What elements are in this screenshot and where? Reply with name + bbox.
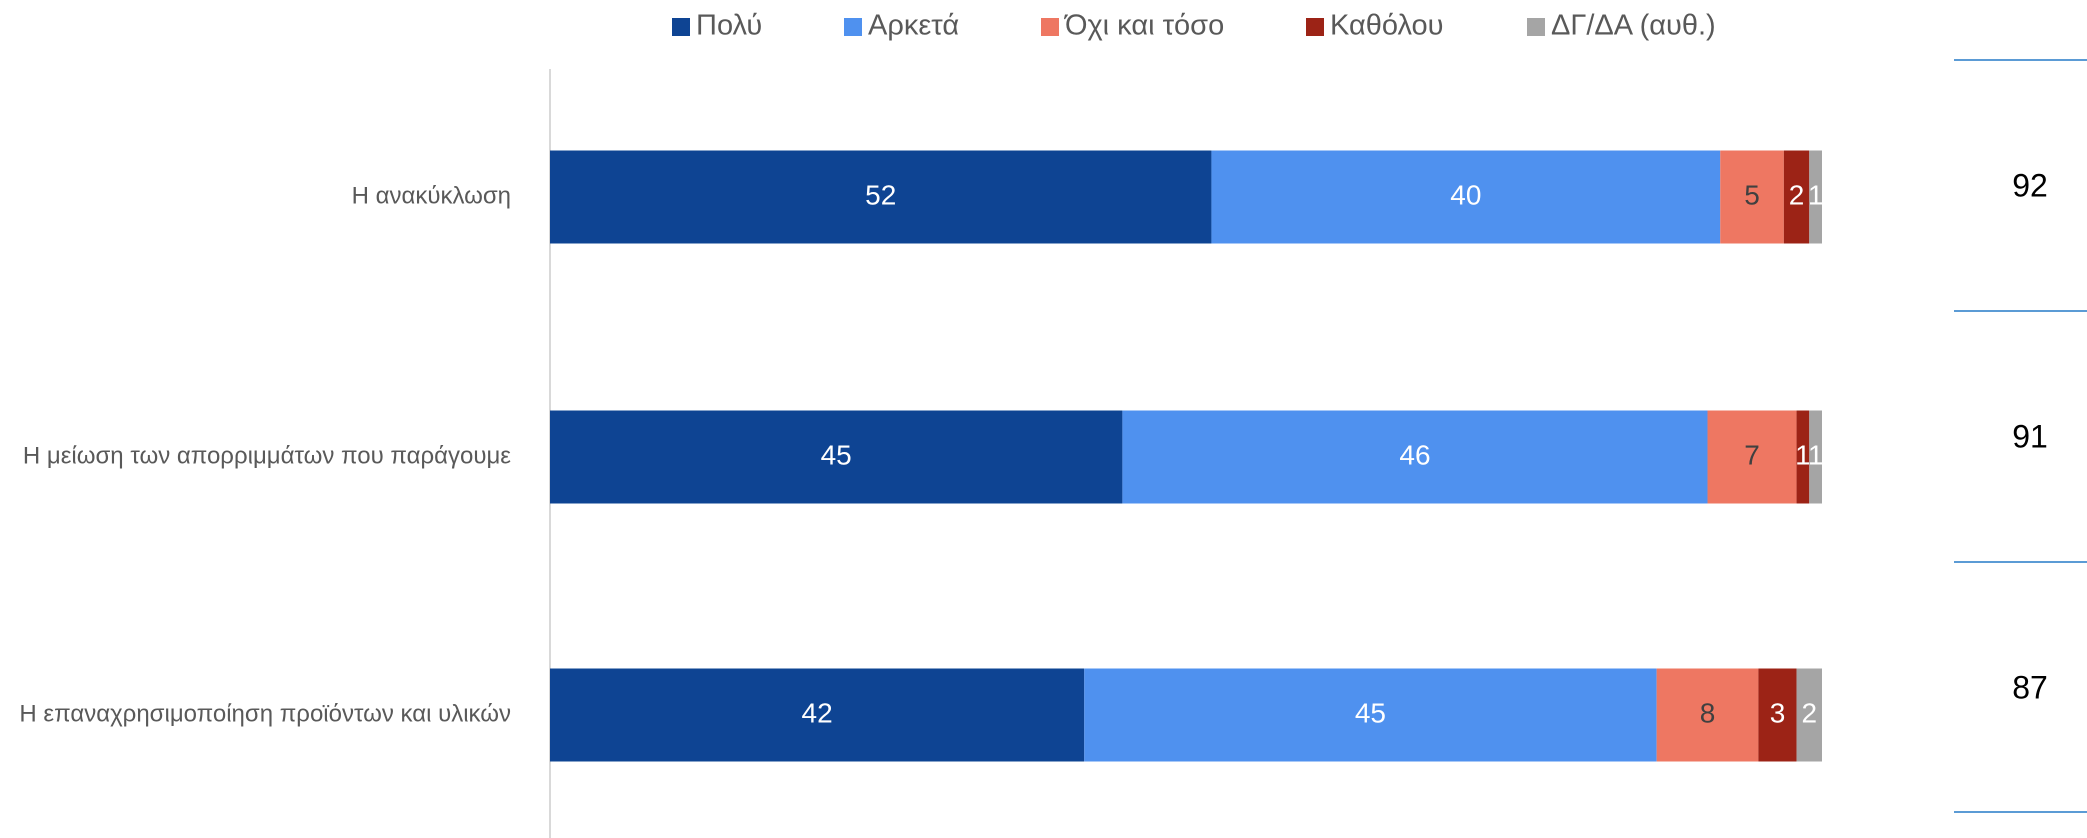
bar-segment [550, 410, 1123, 504]
category-label: Η ανακύκλωση [352, 182, 511, 209]
category-label: Η επαναχρησιμοποίηση προϊόντων και υλικώ… [19, 700, 511, 727]
legend-label: Αρκετά [868, 10, 959, 42]
value-label: 42 [802, 697, 833, 728]
legend-swatch [1527, 18, 1545, 36]
bar-segment [550, 668, 1085, 762]
bar-segment [1758, 668, 1797, 762]
legend-swatch [1041, 18, 1059, 36]
side-separators [1954, 59, 2087, 813]
bar-segment [1122, 410, 1708, 504]
legend-swatch [672, 18, 690, 36]
value-label: 3 [1770, 697, 1786, 728]
value-label: 40 [1450, 179, 1481, 210]
value-label: 1 [1808, 439, 1824, 470]
legend-swatch [844, 18, 862, 36]
value-label: 46 [1399, 439, 1430, 470]
legend-label: ΔΓ/ΔΑ (αυθ.) [1551, 10, 1716, 42]
bar-segment [1707, 410, 1797, 504]
value-label: 1 [1795, 439, 1811, 470]
bar-segment [1084, 668, 1657, 762]
value-label: 52 [865, 179, 896, 210]
bar-segment [1720, 150, 1784, 244]
legend-label: Όχι και τόσο [1064, 10, 1224, 42]
legend-swatch [1306, 18, 1324, 36]
bar-segment [550, 150, 1212, 244]
value-label: 2 [1801, 697, 1817, 728]
legend-label: Καθόλου [1330, 10, 1444, 42]
bar-segment [1809, 410, 1822, 504]
bar-segment [1796, 668, 1822, 762]
total-label: 87 [2012, 669, 2048, 705]
total-label: 92 [2012, 167, 2048, 203]
value-label: 1 [1808, 179, 1824, 210]
legend-label: Πολύ [696, 10, 762, 42]
bar-segment [1783, 150, 1810, 244]
value-label: 5 [1744, 179, 1760, 210]
bar-segment [1211, 150, 1721, 244]
value-label: 2 [1789, 179, 1805, 210]
total-label: 91 [2012, 418, 2048, 454]
bar-segment [1809, 150, 1822, 244]
value-label: 8 [1700, 697, 1716, 728]
category-label: Η μείωση των απορριμμάτων που παράγουμε [23, 442, 511, 469]
value-label: 45 [821, 439, 852, 470]
value-label: 45 [1355, 697, 1386, 728]
bar-segment [1656, 668, 1759, 762]
value-label: 7 [1744, 439, 1760, 470]
bar-segment [1796, 410, 1810, 504]
